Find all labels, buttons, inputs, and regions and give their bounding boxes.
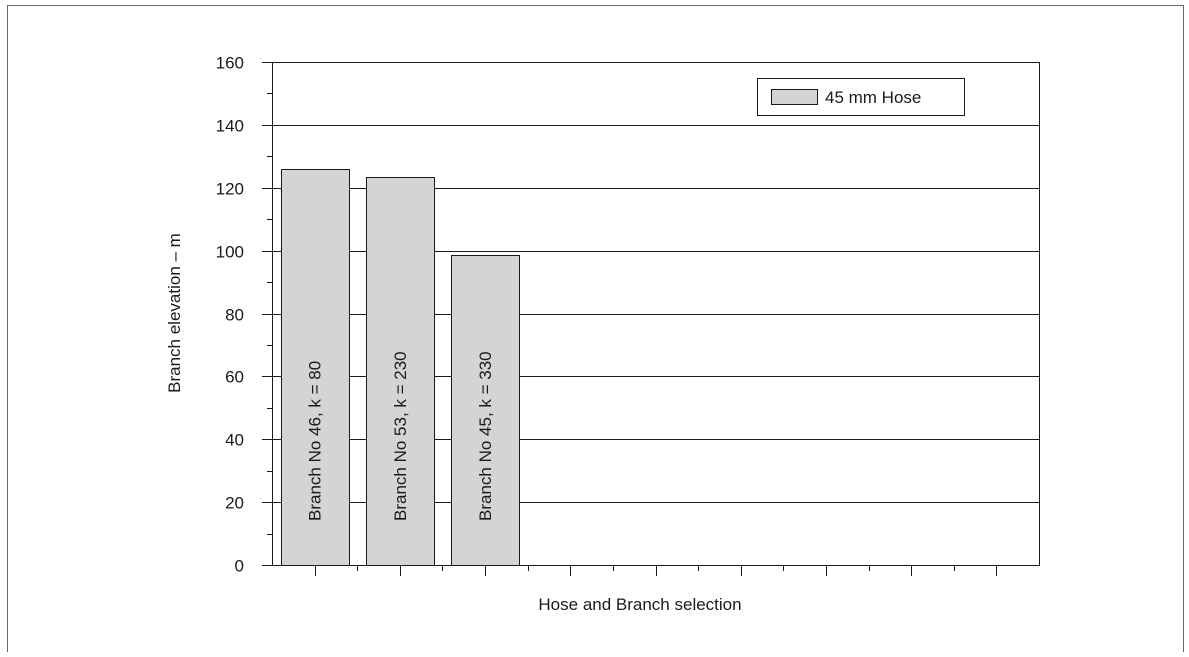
- outer-frame: [7, 5, 1184, 657]
- legend-label: 45 mm Hose: [825, 88, 921, 107]
- y-tick-label: 120: [216, 180, 244, 199]
- y-tick-label: 40: [225, 431, 244, 450]
- bar-label: Branch No 45, k = 330: [476, 351, 495, 521]
- legend-swatch: [771, 89, 818, 105]
- x-ticks: [315, 565, 997, 576]
- y-tick-label: 80: [225, 306, 244, 325]
- y-tick-label: 60: [225, 368, 244, 387]
- y-tick-label: 160: [216, 54, 244, 73]
- bars: [281, 169, 520, 566]
- bar: [281, 169, 350, 566]
- bar-label: Branch No 53, k = 230: [391, 351, 410, 521]
- y-tick-label: 0: [235, 557, 244, 576]
- y-tick-label: 20: [225, 494, 244, 513]
- legend: 45 mm Hose: [757, 78, 965, 116]
- y-tick-label: 140: [216, 117, 244, 136]
- y-tick-labels: 0 20 40 60 80 100 120 140 160: [216, 54, 244, 576]
- bar-label: Branch No 46, k = 80: [306, 361, 325, 521]
- x-axis-label: Hose and Branch selection: [538, 595, 741, 614]
- y-tick-label: 100: [216, 243, 244, 262]
- bar-labels: Branch No 46, k = 80 Branch No 53, k = 23…: [306, 351, 495, 521]
- y-axis-label: Branch elevation – m: [165, 233, 184, 393]
